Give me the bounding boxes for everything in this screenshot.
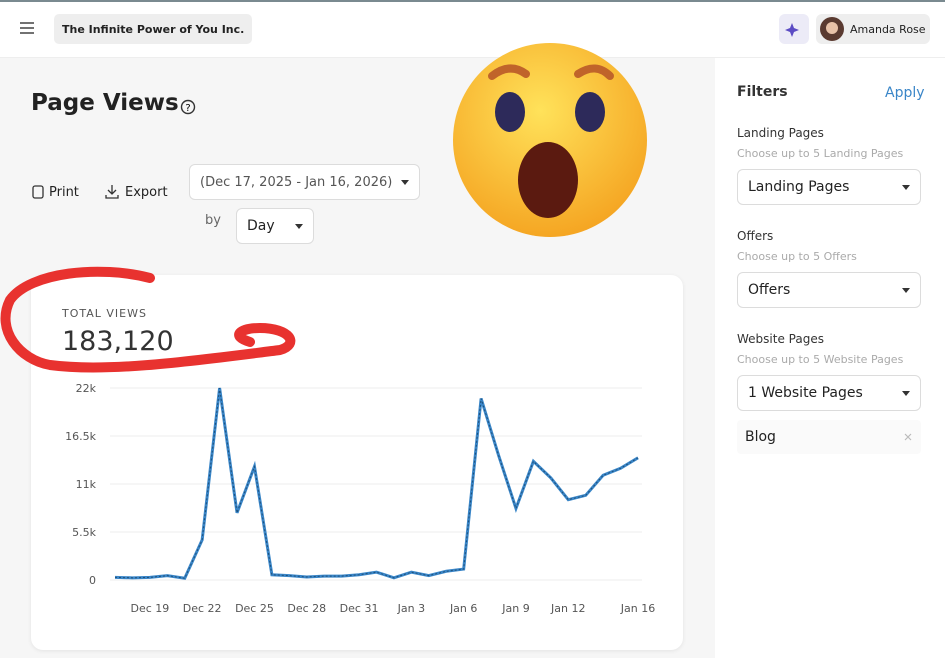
filter-label: Website Pages — [737, 332, 824, 346]
user-name: Amanda Rose — [850, 22, 926, 36]
avatar — [820, 17, 844, 41]
caret — [401, 179, 409, 185]
filters-panel: Filters Apply Landing Pages Choose up to … — [715, 58, 945, 658]
export-button[interactable]: Export — [105, 184, 168, 200]
red-scribble — [0, 266, 296, 373]
filters-title: Filters — [737, 84, 788, 100]
x-tick-label: Dec 19 — [130, 602, 169, 615]
y-tick-label: 16.5k — [65, 430, 96, 443]
chart-card — [31, 275, 683, 650]
x-tick-label: Jan 16 — [620, 602, 655, 615]
filter-label: Offers — [737, 229, 774, 243]
print-icon — [32, 185, 44, 199]
caret — [902, 390, 910, 396]
total-label: TOTAL VIEWS — [62, 307, 147, 320]
company-name: The Infinite Power of You Inc. — [62, 22, 245, 36]
menu-icon[interactable] — [20, 22, 34, 34]
x-tick-label: Jan 3 — [397, 602, 425, 615]
company-button[interactable]: The Infinite Power of You Inc. — [54, 14, 253, 44]
filter-select[interactable]: Landing Pages — [737, 169, 921, 205]
x-tick-label: Jan 6 — [449, 602, 477, 615]
x-tick-label: Dec 25 — [235, 602, 274, 615]
y-tick-label: 5.5k — [72, 526, 96, 539]
y-tick-label: 22k — [76, 382, 97, 395]
remove-icon[interactable] — [903, 432, 913, 442]
y-tick-label: 11k — [76, 478, 97, 491]
line — [114, 387, 639, 580]
print-button[interactable]: Print — [31, 184, 79, 200]
caret — [902, 287, 910, 293]
filter-hint: Choose up to 5 Website Pages — [737, 353, 904, 366]
x-tick-label: Dec 31 — [340, 602, 379, 615]
page-title: Page Views — [31, 90, 179, 116]
interval: Day — [247, 218, 275, 234]
select-value: 1 Website Pages — [748, 385, 863, 401]
by-label: by — [205, 213, 221, 228]
sparkle-icon — [785, 23, 799, 37]
top-bar: The Infinite Power of You Inc. Amanda Ro… — [0, 0, 945, 58]
chart: 0 5.5k 11k 16.5k 22k Dec 19 Dec 22 Dec 25 Dec 28… — [65, 382, 655, 615]
caret — [902, 184, 910, 190]
filter-hint: Choose up to 5 Landing Pages — [737, 147, 904, 160]
ai-button[interactable] — [779, 14, 809, 44]
x-tick-label: Dec 22 — [183, 602, 222, 615]
selected-page-name: Blog — [745, 429, 776, 445]
x-tick-label: Jan 9 — [501, 602, 529, 615]
caret — [295, 223, 303, 229]
x-tick-label: Jan 12 — [550, 602, 585, 615]
filter-label: Landing Pages — [737, 126, 824, 140]
line-dots — [114, 387, 639, 579]
apply-button[interactable]: Apply — [885, 85, 925, 101]
user-button[interactable]: Amanda Rose — [816, 14, 930, 44]
filter-hint: Choose up to 5 Offers — [737, 250, 857, 263]
x-tick-label: Dec 28 — [287, 602, 326, 615]
y-tick-label: 0 — [89, 574, 96, 587]
total-value: 183,120 — [62, 326, 174, 357]
filter-select[interactable]: 1 Website Pages — [737, 375, 921, 411]
svg-text:?: ? — [185, 103, 190, 114]
selected-page: Blog — [737, 420, 921, 454]
shocked-emoji — [453, 43, 647, 237]
select-value: Offers — [748, 282, 791, 298]
export-label: Export — [125, 184, 168, 200]
help-icon[interactable]: ? — [180, 99, 196, 115]
date-range: (Dec 17, 2025 - Jan 16, 2026) — [200, 174, 393, 190]
export-icon — [105, 185, 119, 199]
interval-select[interactable]: Day — [236, 208, 314, 244]
select-value: Landing Pages — [748, 179, 850, 195]
date-range-select[interactable]: (Dec 17, 2025 - Jan 16, 2026) — [189, 164, 420, 200]
print-label: Print — [49, 184, 79, 200]
filter-select[interactable]: Offers — [737, 272, 921, 308]
